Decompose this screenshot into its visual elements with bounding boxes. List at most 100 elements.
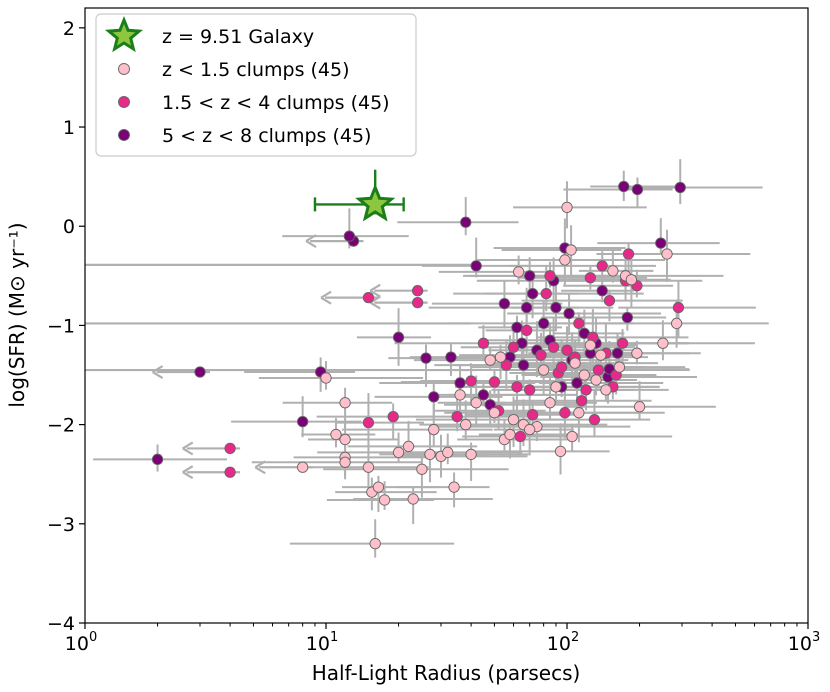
- point-mid: [672, 301, 685, 314]
- point-low: [424, 448, 436, 461]
- point-low: [584, 339, 597, 351]
- legend: z = 9.51 Galaxy z < 1.5 clumps (45) 1.5 < …: [95, 13, 417, 157]
- point-low: [590, 374, 602, 386]
- point-high: [550, 301, 562, 314]
- point-low: [625, 274, 638, 286]
- legend-label: 1.5 < z < 4 clumps (45): [162, 92, 390, 114]
- point-high: [596, 285, 608, 297]
- point-mid: [477, 337, 490, 349]
- point-low: [460, 418, 472, 431]
- legend-label: 5 < z < 8 clumps (45): [162, 125, 371, 147]
- point-high: [343, 230, 356, 242]
- point-low: [578, 369, 590, 381]
- point-low: [488, 407, 501, 419]
- x-tick-label: 102: [547, 630, 579, 655]
- point-low: [392, 446, 405, 459]
- point-low: [407, 493, 419, 505]
- point-mid: [511, 381, 523, 393]
- y-tick-label: 0: [63, 216, 75, 238]
- legend-box: [95, 13, 417, 157]
- x-tick-label: 103: [788, 630, 820, 655]
- point-mid: [573, 317, 585, 330]
- point-high: [621, 311, 634, 324]
- point-low: [465, 448, 477, 461]
- point-mid: [596, 260, 608, 272]
- point-low: [595, 349, 607, 361]
- upper-limit-arrow: [182, 441, 194, 456]
- point-mid: [622, 248, 635, 260]
- point-low: [561, 201, 573, 214]
- point-high: [524, 270, 536, 282]
- y-axis-label: log(SFR) (M⊙ yr⁻¹): [5, 222, 29, 407]
- point-low: [416, 463, 428, 475]
- point-low: [657, 337, 669, 349]
- x-axis-label: Half-Light Radius (parsecs): [312, 661, 581, 685]
- point-high: [392, 331, 405, 343]
- point-low: [339, 433, 351, 446]
- point-low: [524, 423, 536, 436]
- point-low: [569, 357, 581, 369]
- legend-marker-mid: [118, 96, 130, 108]
- point-mid: [535, 349, 547, 361]
- point-mid: [544, 270, 556, 282]
- point-mid: [451, 411, 463, 423]
- point-low: [296, 461, 309, 473]
- point-mid: [411, 296, 424, 309]
- point-mid: [224, 466, 236, 478]
- point-high: [571, 377, 583, 389]
- point-high: [151, 453, 164, 465]
- point-low: [448, 481, 460, 493]
- point-mid: [507, 341, 520, 353]
- point-low: [537, 364, 550, 376]
- point-mid: [547, 341, 560, 353]
- point-low: [613, 361, 626, 373]
- upper-limit-arrow: [182, 465, 194, 480]
- point-mid: [561, 344, 573, 356]
- point-mid: [524, 384, 536, 396]
- point-low: [378, 494, 391, 506]
- point-low: [633, 401, 646, 413]
- point-low: [339, 397, 351, 409]
- axes: 100 101 102 103 −4 −3 −2 −1 0 1 2: [47, 18, 820, 655]
- point-low: [494, 351, 507, 363]
- legend-label: z = 9.51 Galaxy: [162, 26, 314, 48]
- point-mid: [575, 395, 588, 407]
- point-high: [674, 181, 686, 194]
- point-mid: [526, 409, 539, 421]
- point-low: [428, 423, 440, 436]
- upper-limit-arrow: [369, 283, 381, 298]
- point-mid: [580, 384, 592, 396]
- point-mid: [362, 291, 375, 304]
- point-low: [573, 407, 585, 419]
- point-low: [454, 389, 466, 401]
- y-tick-label: −4: [47, 613, 75, 635]
- point-low: [442, 446, 454, 459]
- point-low: [339, 456, 351, 468]
- point-low: [607, 265, 619, 277]
- point-low: [362, 461, 375, 473]
- point-high: [454, 377, 466, 389]
- point-high: [618, 180, 630, 193]
- point-high: [520, 301, 533, 314]
- point-mid: [592, 364, 605, 376]
- point-mid: [540, 288, 552, 300]
- point-mid: [584, 272, 597, 284]
- point-low: [402, 440, 415, 453]
- point-high: [563, 307, 575, 320]
- y-tick-label: 2: [63, 18, 75, 40]
- point-mid: [387, 411, 399, 423]
- point-low: [512, 266, 525, 278]
- point-low: [631, 347, 643, 359]
- legend-marker-high: [118, 129, 130, 141]
- point-high: [517, 359, 530, 371]
- point-low: [544, 397, 556, 409]
- point-low: [369, 537, 381, 550]
- legend-galaxy-star-icon: [104, 15, 144, 53]
- point-mid: [616, 337, 629, 349]
- point-high: [194, 366, 206, 378]
- point-mid: [559, 407, 571, 419]
- point-mid: [603, 294, 616, 307]
- x-tick-label: 101: [306, 630, 338, 655]
- plot-frame: [84, 7, 809, 624]
